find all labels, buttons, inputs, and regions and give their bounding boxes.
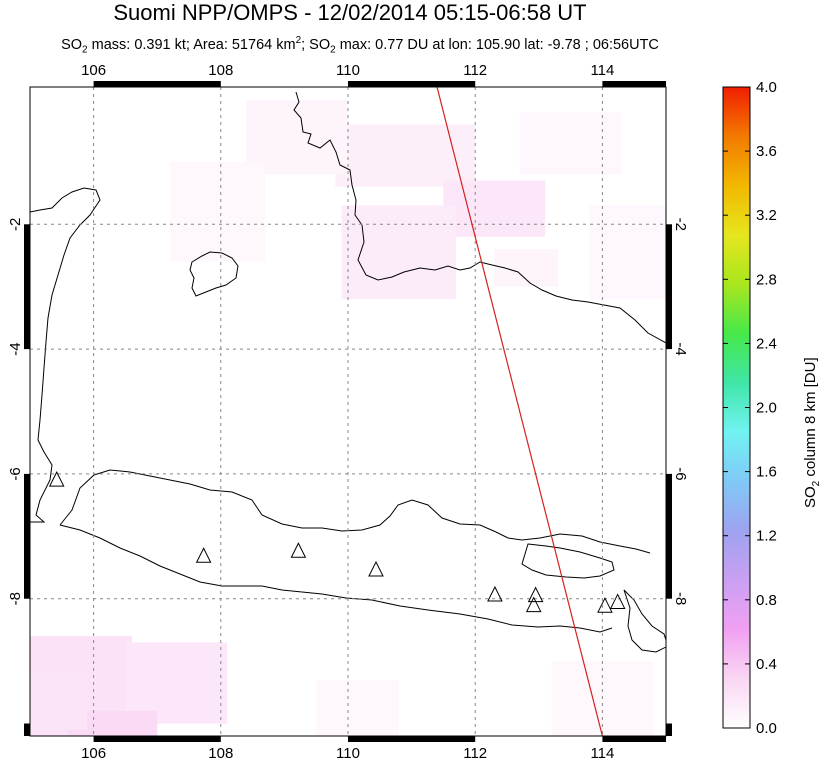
subtitle-area-superscript: 2 bbox=[295, 35, 302, 46]
frame-bar-bottom bbox=[602, 736, 666, 742]
frame-bar-right bbox=[666, 224, 672, 350]
colorbar-tick-label: 0.0 bbox=[756, 720, 777, 737]
frame-bar-bottom bbox=[93, 736, 221, 742]
coastlines bbox=[30, 91, 666, 653]
colorbar-tick-label: 2.0 bbox=[756, 400, 777, 417]
orbit-track-line bbox=[436, 87, 603, 736]
x-tick-label-top: 114 bbox=[590, 62, 614, 79]
frame-tick-bars bbox=[24, 81, 672, 742]
y-tick-label-left: -2 bbox=[7, 218, 24, 231]
chart-title: Suomi NPP/OMPS - 12/02/2014 05:15-06:58 … bbox=[113, 0, 587, 25]
x-tick-label-bottom: 108 bbox=[208, 745, 233, 759]
volcano-triangle bbox=[290, 542, 307, 558]
chart-subtitle: SO2 mass: 0.391 kt; Area: 51764 km2; SO2… bbox=[10, 35, 710, 56]
subtitle-so2-prefix: SO bbox=[61, 36, 83, 53]
x-tick-label-top: 108 bbox=[208, 62, 233, 79]
y-tick-label-left: -4 bbox=[7, 342, 24, 355]
y-tick-label-right: -6 bbox=[672, 467, 689, 480]
y-tick-labels-right: -2 -4 -6 -8 bbox=[672, 218, 689, 606]
x-tick-labels-top: 106 108 110 112 114 bbox=[81, 62, 614, 79]
x-tick-label-top: 110 bbox=[336, 62, 360, 79]
colorbar-label-prefix: SO bbox=[802, 486, 819, 508]
so2-cell bbox=[125, 642, 228, 724]
coastline-bali bbox=[623, 589, 666, 653]
frame-bar-bottom bbox=[348, 736, 476, 742]
volcano-triangle bbox=[368, 560, 384, 577]
coastline-madura bbox=[521, 543, 615, 579]
x-tick-labels-bottom: 106 108 110 112 114 bbox=[81, 745, 614, 759]
volcano-triangle bbox=[609, 593, 626, 609]
so2-retrieval-cells bbox=[30, 99, 666, 736]
x-tick-label-bottom: 110 bbox=[336, 745, 360, 759]
frame-bar-right bbox=[666, 723, 672, 736]
colorbar-tick-label: 2.8 bbox=[756, 271, 777, 288]
coastline-kalimantan bbox=[293, 91, 666, 344]
so2-cell bbox=[316, 679, 399, 736]
so2-cell bbox=[335, 124, 476, 187]
y-tick-label-left: -6 bbox=[7, 467, 24, 480]
colorbar-label: SO2 column 8 km [DU] bbox=[802, 357, 822, 508]
frame-bar-left bbox=[24, 723, 30, 736]
subtitle-so2-max-prefix: ; SO bbox=[301, 36, 331, 53]
volcano-triangle bbox=[527, 586, 544, 603]
so2-cell bbox=[519, 111, 622, 175]
volcano-markers bbox=[48, 471, 626, 613]
x-tick-label-top: 106 bbox=[81, 62, 106, 79]
graticule bbox=[30, 87, 666, 736]
y-tick-label-left: -8 bbox=[7, 592, 24, 605]
subtitle-max-location: max: 0.77 DU at lon: 105.90 lat: -9.78 ;… bbox=[335, 36, 659, 53]
x-tick-label-top: 112 bbox=[463, 62, 487, 79]
coastline-java-north bbox=[59, 469, 651, 554]
so2-cell bbox=[30, 673, 88, 730]
frame-bar-left bbox=[24, 224, 30, 350]
frame-bar-top bbox=[602, 81, 666, 87]
y-tick-label-right: -4 bbox=[672, 342, 689, 355]
so2-cell bbox=[169, 161, 266, 262]
y-tick-label-right: -8 bbox=[672, 592, 689, 605]
so2-cell bbox=[589, 205, 666, 300]
volcano-triangle bbox=[525, 596, 542, 613]
coastline-bangka bbox=[189, 251, 239, 297]
frame-bar-top bbox=[93, 81, 221, 87]
volcano-triangle bbox=[48, 471, 65, 487]
colorbar-tick-label: 0.8 bbox=[756, 592, 777, 609]
volcano-triangle bbox=[487, 585, 503, 602]
colorbar-tick-label: 2.4 bbox=[756, 335, 777, 352]
colorbar-label-text: column 8 km [DU] bbox=[802, 357, 819, 480]
colorbar-ticks: 0.0 0.4 0.8 1.2 1.6 2.0 2.4 2.8 3.2 3.6 4.0 bbox=[723, 79, 777, 737]
colorbar-tick-label: 3.2 bbox=[756, 207, 777, 224]
volcano-triangle bbox=[597, 597, 613, 613]
y-tick-labels-left: -2 -4 -6 -8 bbox=[7, 218, 24, 606]
subtitle-mass-area: mass: 0.391 kt; Area: 51764 km bbox=[87, 36, 296, 53]
coastline-sumatra bbox=[30, 187, 101, 523]
colorbar-label-subscript: 2 bbox=[811, 480, 822, 486]
x-tick-label-bottom: 106 bbox=[81, 745, 106, 759]
x-tick-label-bottom: 114 bbox=[590, 745, 614, 759]
subtitle-so2-subscript: 2 bbox=[82, 44, 88, 56]
colorbar-tick-label: 1.6 bbox=[756, 464, 777, 481]
x-tick-label-bottom: 112 bbox=[463, 745, 487, 759]
colorbar-tick-label: 4.0 bbox=[756, 79, 777, 96]
colorbar-tick-label: 0.4 bbox=[756, 656, 777, 673]
frame-bar-left bbox=[24, 473, 30, 599]
colorbar-tick-label: 1.2 bbox=[756, 528, 777, 545]
volcano-triangle bbox=[195, 547, 212, 563]
so2-cell bbox=[443, 180, 546, 237]
y-tick-label-right: -2 bbox=[672, 218, 689, 231]
frame-bar-top bbox=[348, 81, 476, 87]
colorbar-tick-label: 3.6 bbox=[756, 143, 777, 160]
frame-bar-right bbox=[666, 473, 672, 599]
subtitle-so2-max-subscript: 2 bbox=[330, 44, 336, 56]
coastline-java-south bbox=[59, 524, 613, 633]
